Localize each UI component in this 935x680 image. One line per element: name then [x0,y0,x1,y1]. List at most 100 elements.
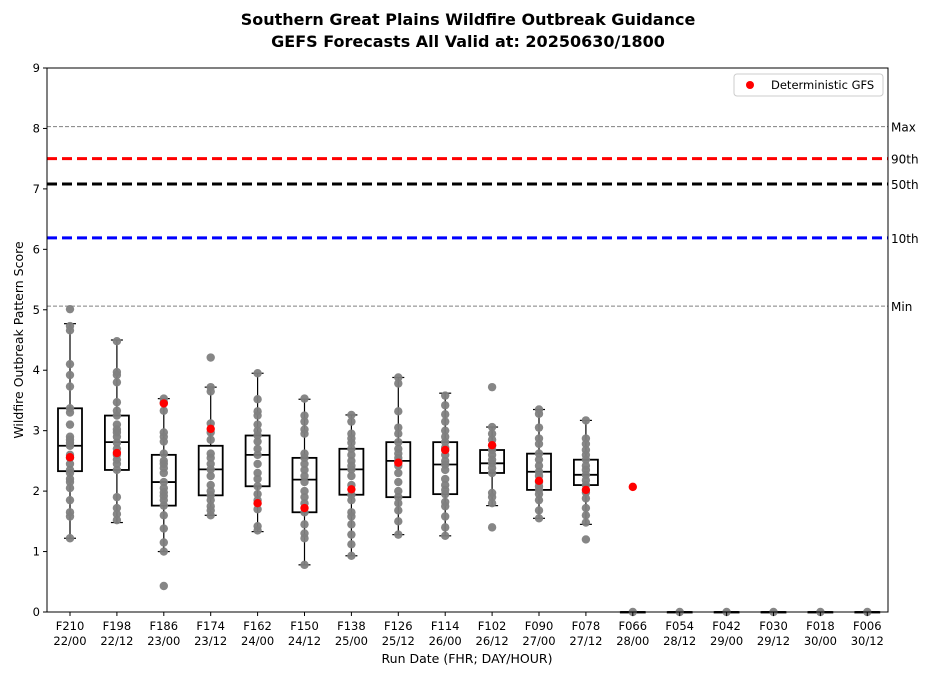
member-point [159,511,168,520]
x-tick-label-fhr: F174 [196,619,225,633]
x-tick-label-time: 24/12 [288,634,321,648]
member-point [534,461,544,470]
member-point [112,515,122,525]
member-point [347,471,356,481]
member-point [300,459,309,469]
member-point [581,535,591,544]
member-point [300,465,309,475]
member-point [394,486,403,496]
legend-marker-deterministic [746,81,754,89]
member-point [347,512,356,521]
deterministic-point [628,482,637,492]
x-tick-label-fhr: F198 [103,619,132,633]
member-point [534,514,544,523]
member-point [394,407,403,416]
member-point [347,540,356,549]
member-point [159,501,168,510]
member-point [206,480,215,490]
x-tick-label-fhr: F102 [478,619,507,633]
member-point [534,449,544,458]
deterministic-point [159,399,168,408]
y-tick-label: 7 [33,182,40,196]
member-point [300,429,309,438]
member-point [300,534,309,543]
member-point [112,370,122,380]
deterministic-point [487,440,497,450]
x-tick-label-fhr: F090 [525,619,554,633]
x-tick-label-time: 28/12 [663,634,696,648]
member-point [300,492,309,502]
member-point [347,438,356,447]
x-tick-label-time: 23/12 [194,634,227,648]
member-point [65,495,75,505]
member-point [112,432,122,441]
member-point [534,489,544,499]
member-point [441,474,450,484]
member-point [347,495,356,505]
member-point [253,526,262,535]
member-point [347,551,356,560]
member-point [394,492,403,502]
member-point [441,512,450,521]
member-point [65,359,75,369]
reference-label-50th: 50th [891,178,919,192]
member-point [441,391,450,400]
member-point [112,378,122,387]
y-axis-label: Wildfire Outbreak Pattern Score [11,241,26,439]
reference-label-min: Min [891,300,912,314]
member-point [300,560,309,570]
member-point [159,468,168,478]
member-point [159,477,168,487]
legend-label-deterministic: Deterministic GFS [771,78,874,92]
x-tick-label-fhr: F138 [337,619,366,633]
member-point [347,444,356,453]
member-point [253,395,262,404]
deterministic-point [300,503,309,513]
member-point [253,482,262,491]
x-tick-label-time: 29/12 [757,634,790,648]
reference-label-10th: 10th [891,232,919,246]
member-point [253,444,262,453]
member-point [441,465,450,475]
member-point [441,401,450,410]
y-tick-label: 1 [33,545,40,559]
member-point [253,459,262,469]
member-point [441,502,450,511]
member-point [394,499,403,508]
member-point [112,465,122,475]
member-point [534,506,544,515]
member-point [300,453,309,463]
member-point [347,417,356,426]
reference-line-labels: Max 90th 50th 10th Min [891,121,919,315]
member-point [487,429,497,438]
member-point [253,369,262,378]
member-point [441,531,450,541]
member-point [112,337,122,346]
x-tick-label-time: 30/12 [851,634,884,648]
x-tick-label-fhr: F078 [572,619,601,633]
member-point [65,459,75,469]
member-point [300,471,309,481]
x-tick-label-fhr: F210 [56,619,85,633]
member-point [159,437,168,446]
x-axis-label: Run Date (FHR; DAY/HOUR) [382,651,553,666]
member-point [394,429,403,438]
legend: Deterministic GFS [733,73,884,97]
member-point [253,450,262,460]
member-point [65,441,75,450]
member-point [206,465,215,474]
member-point [347,410,356,420]
member-point [159,538,168,547]
y-tick-label: 5 [33,303,40,317]
member-point [206,353,215,362]
member-point [253,411,262,420]
member-point [300,394,309,403]
member-point [347,530,356,539]
member-point [347,450,356,460]
x-tick-label-time: 25/00 [335,634,368,648]
deterministic-point [441,445,450,455]
chart-subtitle: GEFS Forecasts All Valid at: 20250630/18… [271,32,665,51]
member-point [112,503,122,513]
